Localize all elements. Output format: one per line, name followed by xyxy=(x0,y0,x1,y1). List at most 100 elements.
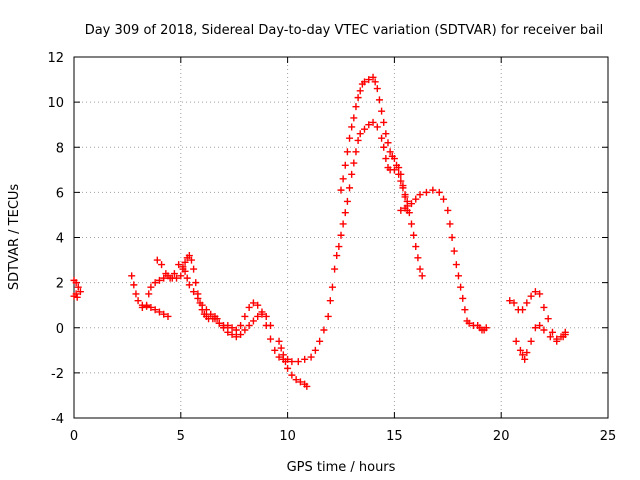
data-point-segment-2a xyxy=(160,310,168,318)
data-point-segment-2b xyxy=(307,353,315,361)
data-point-segment-2c xyxy=(237,331,245,339)
data-point-segment-3 xyxy=(429,186,437,194)
data-point-segment-2b xyxy=(331,265,339,273)
data-point-segment-3 xyxy=(444,206,452,214)
data-point-segment-2a xyxy=(132,290,140,298)
data-point-segment-2b xyxy=(185,252,193,260)
data-point-segment-2c xyxy=(215,319,223,327)
data-point-segment-2d xyxy=(288,371,296,379)
data-point-segment-2d xyxy=(281,358,289,366)
data-point-segment-2b xyxy=(254,301,262,309)
data-point-segment-3 xyxy=(446,220,454,228)
data-point-segment-2c xyxy=(254,312,262,320)
data-point-segment-4 xyxy=(561,331,569,339)
data-point-segment-3 xyxy=(369,73,377,81)
data-point-segment-3 xyxy=(401,191,409,199)
data-point-segment-2b xyxy=(343,197,351,205)
data-point-segment-3 xyxy=(461,306,469,314)
data-point-segment-4 xyxy=(531,288,539,296)
data-point-segment-2b xyxy=(155,276,163,284)
data-point-segment-3 xyxy=(380,118,388,126)
data-point-segment-3 xyxy=(459,294,467,302)
data-point-segment-4 xyxy=(548,328,556,336)
data-point-segment-2b xyxy=(320,326,328,334)
data-point-segment-3 xyxy=(371,78,379,86)
tick-labels: 0 5 10 15 20 25 -4 -2 0 2 4 6 8 10 12 xyxy=(47,51,616,444)
data-point-segment-2b xyxy=(271,346,279,354)
data-point-segment-3 xyxy=(378,107,386,115)
y-tick-label: 8 xyxy=(56,141,64,156)
data-point-segment-2c xyxy=(158,261,166,269)
data-point-segment-2c xyxy=(175,261,183,269)
data-point-segment-2b xyxy=(147,283,155,291)
data-point-segment-3 xyxy=(390,155,398,163)
data-point-segment-4 xyxy=(521,355,529,363)
data-point-segment-2b xyxy=(337,231,345,239)
data-point-segment-2c xyxy=(166,274,174,282)
data-point-segment-2b xyxy=(245,303,253,311)
data-point-segment-2c xyxy=(181,267,189,275)
data-point-segment-3 xyxy=(435,188,443,196)
data-point-segment-3 xyxy=(407,200,415,208)
data-point-segment-3 xyxy=(465,319,473,327)
data-point-segment-2d xyxy=(296,378,304,386)
data-point-segment-2c xyxy=(202,306,210,314)
data-point-segment-4 xyxy=(510,299,518,307)
data-point-segment-4 xyxy=(523,299,531,307)
data-point-segment-2c xyxy=(267,321,275,329)
data-point-segment-4 xyxy=(519,306,527,314)
y-axis-title: SDTVAR / TECUs xyxy=(7,184,22,291)
data-point-segment-2b xyxy=(354,136,362,144)
data-point-segment-2c xyxy=(185,281,193,289)
data-point-segment-2c xyxy=(170,270,178,278)
data-point-segment-2b xyxy=(241,312,249,320)
data-point-segment-2b xyxy=(288,358,296,366)
data-point-segment-2b xyxy=(232,326,240,334)
data-point-segment-2b xyxy=(390,166,398,174)
data-point-segment-2c xyxy=(190,288,198,296)
axis-ticks xyxy=(73,56,609,419)
data-point-segment-2b xyxy=(416,265,424,273)
x-tick-label: 10 xyxy=(279,429,296,444)
data-point-segment-2b xyxy=(341,209,349,217)
data-point-segment-2c xyxy=(224,328,232,336)
data-point-segment-3 xyxy=(375,96,383,104)
data-point-segment-2b xyxy=(138,303,146,311)
data-point-segment-3 xyxy=(386,148,394,156)
data-point-segment-2b xyxy=(369,118,377,126)
data-point-segment-3 xyxy=(395,170,403,178)
data-point-segment-2b xyxy=(294,358,302,366)
data-point-segment-2b xyxy=(328,283,336,291)
data-point-segment-4 xyxy=(536,321,544,329)
data-point-segment-3 xyxy=(412,195,420,203)
data-point-segment-2b xyxy=(414,254,422,262)
data-point-segment-2c xyxy=(241,326,249,334)
data-point-segment-2b xyxy=(192,279,200,287)
data-point-segment-2a xyxy=(155,308,163,316)
data-point-segment-2c xyxy=(153,256,161,264)
data-point-segment-4 xyxy=(540,303,548,311)
data-point-segment-2d xyxy=(284,364,292,372)
data-point-segment-1 xyxy=(76,288,84,296)
data-point-segment-2a xyxy=(134,297,142,305)
data-point-segment-2b xyxy=(143,301,151,309)
data-point-segment-2b xyxy=(410,231,418,239)
data-point-segment-3 xyxy=(352,103,360,111)
data-point-segment-2c xyxy=(179,263,187,271)
data-point-segment-2b xyxy=(275,353,283,361)
data-point-segment-1 xyxy=(72,279,80,287)
data-point-segment-2b xyxy=(224,321,232,329)
data-point-segment-2b xyxy=(324,312,332,320)
data-point-segment-2b xyxy=(249,299,257,307)
data-point-segment-3 xyxy=(373,85,381,93)
data-point-segment-3 xyxy=(397,206,405,214)
y-tick-label: -4 xyxy=(51,412,64,427)
data-point-segment-4 xyxy=(516,346,524,354)
data-point-segment-1 xyxy=(73,293,81,301)
data-point-segment-3 xyxy=(448,234,456,241)
data-point-segment-2b xyxy=(177,272,185,280)
data-point-segment-2a xyxy=(128,272,136,280)
data-point-segment-2c xyxy=(249,317,257,325)
data-point-segment-2b xyxy=(187,256,195,264)
data-point-segment-2d xyxy=(279,351,287,359)
